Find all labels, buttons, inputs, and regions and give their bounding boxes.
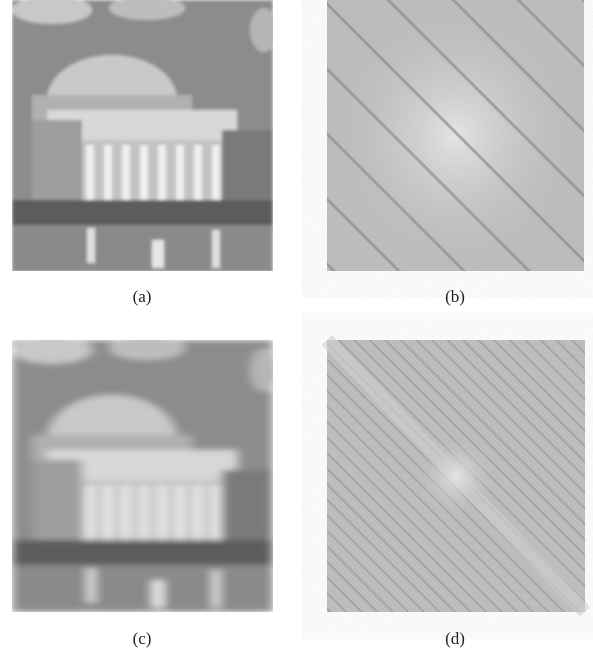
figure: (a) (b) (c) (d) (0, 0, 593, 657)
caption: (b) (445, 287, 465, 306)
panel-a (12, 0, 278, 272)
page: {"figure": {"panels": [{"caption": "(a)"… (0, 0, 593, 657)
panel-c (12, 336, 278, 612)
caption: (d) (445, 629, 465, 648)
caption: (a) (133, 287, 152, 306)
caption: (c) (133, 629, 152, 648)
panel-d (327, 340, 585, 612)
panel-b (327, 0, 584, 271)
